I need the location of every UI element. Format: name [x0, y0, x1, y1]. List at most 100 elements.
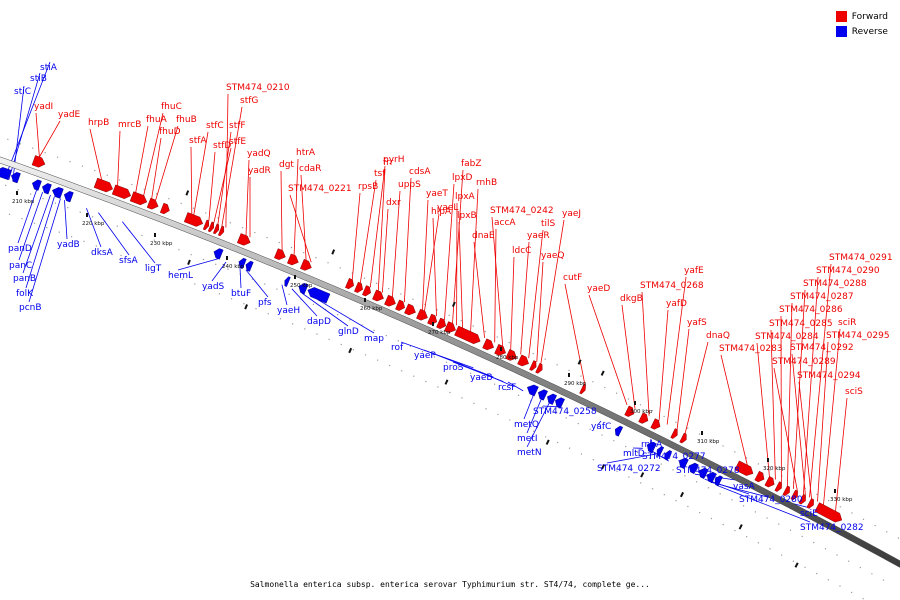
- forward-gene-label-21: rpsB: [358, 182, 378, 192]
- marker-tick-6: [244, 304, 248, 310]
- forward-gene-arrow-4: [146, 197, 159, 210]
- reverse-gene-arrow-12: [527, 384, 539, 397]
- forward-gene-leader-18: [293, 158, 299, 256]
- figure-caption: Salmonella enterica subsp. enterica sero…: [250, 580, 650, 589]
- forward-gene-label-64: sciR: [838, 318, 856, 328]
- scale-tick-label-0: 210 kbp: [12, 199, 35, 205]
- forward-gene-arrow-32: [535, 363, 543, 374]
- forward-gene-label-26: uppS: [398, 180, 421, 190]
- forward-gene-label-37: accA: [494, 218, 516, 228]
- forward-gene-label-65: sciS: [845, 387, 863, 397]
- reverse-gene-arrow-9: [284, 276, 291, 287]
- forward-gene-leader-38: [491, 216, 504, 347]
- reverse-gene-leader-23: [479, 371, 514, 387]
- reverse-gene-label-22: proS: [443, 363, 464, 373]
- legend-reverse: Reverse: [835, 24, 888, 39]
- forward-gene-arrow-44: [790, 489, 798, 501]
- reverse-gene-leader-32: [606, 453, 655, 464]
- forward-gene-leader-46: [621, 304, 636, 409]
- reverse-gene-arrow-5: [63, 191, 74, 203]
- forward-gene-label-1: yadE: [58, 110, 81, 120]
- forward-swatch: [835, 11, 847, 22]
- reverse-gene-arrow-15: [555, 397, 565, 409]
- reverse-gene-label-5: panB: [13, 274, 36, 284]
- forward-gene-label-59: STM474_0290: [816, 266, 880, 276]
- forward-gene-label-16: yadR: [248, 166, 271, 176]
- reverse-gene-leader-10: [98, 212, 130, 256]
- forward-gene-leader-60: [809, 263, 832, 498]
- marker-tick-3: [600, 370, 605, 376]
- forward-gene-leader-59: [803, 276, 819, 495]
- scale-tick-label-12: 330 kbp: [830, 497, 853, 503]
- scale-tick-label-3: 240 kbp: [222, 264, 245, 270]
- forward-gene-leader-51: [684, 341, 709, 434]
- scale-tick-label-7: 280 kbp: [496, 355, 519, 361]
- forward-gene-arrow-20: [395, 299, 405, 311]
- marker-tick-2: [577, 359, 582, 365]
- forward-gene-label-19: cdaR: [299, 164, 321, 174]
- forward-gene-arrow-31: [529, 360, 537, 371]
- forward-gene-leader-50: [676, 328, 690, 430]
- forward-gene-leader-40: [520, 241, 530, 355]
- reverse-gene-label-2: stiC: [14, 87, 31, 97]
- forward-gene-leader-24: [377, 168, 386, 291]
- forward-gene-leader-5: [143, 112, 164, 196]
- scale-tick-mark-5: [364, 298, 366, 302]
- forward-gene-arrow-33: [579, 383, 586, 395]
- reverse-gene-arrow-14: [547, 393, 557, 405]
- forward-gene-arrow-27: [482, 338, 494, 351]
- forward-gene-label-44: cutF: [563, 273, 582, 283]
- forward-gene-leader-20: [289, 194, 312, 263]
- reverse-gene-label-15: pfs: [258, 298, 272, 308]
- forward-gene-label-50: yafS: [687, 318, 707, 328]
- label-leader-lines: [4, 61, 848, 523]
- forward-gene-label-40: yaeR: [527, 231, 550, 241]
- scale-tick-label-2: 230 kbp: [150, 241, 173, 247]
- forward-gene-label-60: STM474_0291: [829, 253, 893, 263]
- forward-gene-arrow-8: [207, 221, 214, 233]
- genome-backbone: [0, 156, 900, 568]
- backbone-ribbon: [0, 156, 900, 568]
- forward-gene-label-48: yafE: [684, 266, 704, 276]
- forward-gene-label-25: dxr: [386, 198, 401, 208]
- reverse-gene-label-24: rcsF: [498, 383, 516, 393]
- reverse-gene-arrow-6: [213, 248, 224, 260]
- marker-tick-8: [444, 379, 449, 385]
- forward-gene-leader-0: [35, 112, 40, 158]
- forward-gene-label-28: yaeL: [437, 203, 458, 213]
- forward-gene-arrow-34: [624, 405, 635, 417]
- forward-gene-label-54: STM474_0285: [769, 319, 833, 329]
- forward-gene-leader-13: [221, 106, 243, 226]
- forward-gene-label-12: stfF: [229, 121, 246, 131]
- forward-gene-arrow-19: [384, 294, 396, 307]
- forward-gene-leader-58: [773, 367, 798, 492]
- forward-gene-leader-12: [217, 131, 232, 225]
- forward-gene-leader-52: [720, 354, 748, 466]
- forward-gene-leader-62: [798, 381, 812, 499]
- marker-tick-12: [679, 491, 685, 498]
- forward-gene-label-58: STM474_0289: [772, 357, 836, 367]
- forward-gene-label-45: yaeD: [587, 284, 610, 294]
- forward-gene-arrow-46: [806, 498, 814, 509]
- reverse-gene-leader-19: [317, 299, 375, 334]
- forward-gene-arrow-6: [183, 212, 204, 227]
- marker-tick-11: [640, 472, 645, 478]
- reverse-swatch: [835, 26, 847, 37]
- gene-labels: yadI yadE hrpB mrcB fhuA fhuC fhuB fhuD stfA stfC…: [8, 63, 893, 533]
- forward-gene-leader-9: [193, 131, 209, 215]
- forward-gene-label-39: ldcC: [512, 246, 531, 256]
- reverse-gene-leader-11: [121, 221, 156, 264]
- forward-gene-label-18: htrA: [296, 148, 316, 158]
- forward-gene-leader-54: [770, 329, 776, 480]
- gene-features: [0, 155, 843, 523]
- reverse-gene-arrow-23: [706, 471, 717, 484]
- forward-gene-leader-36: [473, 241, 485, 338]
- forward-gene-arrow-21: [404, 303, 416, 316]
- forward-gene-arrow-16: [354, 281, 363, 293]
- reverse-gene-label-1: stiB: [30, 74, 47, 84]
- reverse-gene-label-23: yaeB: [470, 373, 493, 383]
- reverse-gene-leader-25: [523, 395, 534, 420]
- forward-gene-leader-64: [823, 328, 841, 505]
- forward-gene-label-2: hrpB: [88, 118, 109, 128]
- forward-gene-leader-35: [470, 188, 479, 332]
